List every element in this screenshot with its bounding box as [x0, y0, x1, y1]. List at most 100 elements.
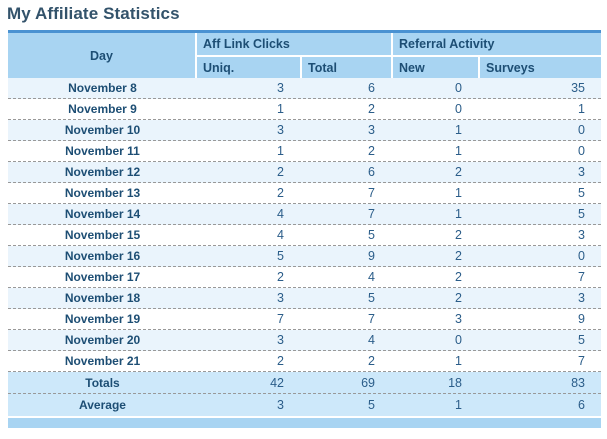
uniq-cell: 3: [277, 333, 284, 347]
table-row: November 16 5 9 2 0: [8, 246, 601, 267]
average-uniq-cell: 3: [277, 398, 284, 412]
new-cell: 1: [455, 207, 462, 221]
surveys-cell: 35: [571, 81, 585, 95]
total-cell: 9: [368, 249, 375, 263]
uniq-cell: 5: [277, 249, 284, 263]
new-cell: 2: [455, 270, 462, 284]
table-row: November 15 4 5 2 3: [8, 225, 601, 246]
total-cell: 3: [368, 123, 375, 137]
new-cell: 2: [455, 249, 462, 263]
average-new-cell: 1: [455, 398, 462, 412]
totals-row: Totals 42 69 18 83: [8, 372, 601, 394]
totals-total-cell: 69: [361, 375, 375, 390]
day-cell: November 20: [64, 333, 141, 347]
uniq-cell: 4: [277, 207, 284, 221]
table-row: November 14 4 7 1 5: [8, 204, 601, 225]
subheader-total: Total: [300, 57, 391, 78]
table-row: November 9 1 2 0 1: [8, 99, 601, 120]
new-cell: 1: [455, 123, 462, 137]
subheader-uniq: Uniq.: [203, 60, 235, 75]
table-row: November 11 1 2 1 0: [8, 141, 601, 162]
new-cell: 0: [455, 102, 462, 116]
uniq-cell: 7: [277, 312, 284, 326]
day-cell: November 19: [64, 312, 141, 326]
new-cell: 1: [455, 144, 462, 158]
new-cell: 2: [455, 291, 462, 305]
totals-uniq-cell: 42: [270, 375, 284, 390]
total-cell: 2: [368, 102, 375, 116]
total-cell: 6: [368, 81, 375, 95]
day-cell: November 16: [64, 249, 141, 263]
table-row: November 21 2 2 1 7: [8, 351, 601, 372]
average-row: Average 3 5 1 6: [8, 394, 601, 416]
uniq-cell: 4: [277, 228, 284, 242]
surveys-cell: 3: [578, 291, 585, 305]
day-cell: November 18: [64, 291, 141, 305]
uniq-cell: 2: [277, 354, 284, 368]
table-row: November 12 2 6 2 3: [8, 162, 601, 183]
surveys-cell: 0: [578, 123, 585, 137]
surveys-cell: 0: [578, 249, 585, 263]
uniq-cell: 2: [277, 270, 284, 284]
subheader-new: New: [391, 57, 478, 78]
table-row: November 13 2 7 1 5: [8, 183, 601, 204]
day-cell: November 21: [64, 354, 141, 368]
total-cell: 4: [368, 333, 375, 347]
uniq-cell: 2: [277, 186, 284, 200]
surveys-cell: 1: [578, 102, 585, 116]
new-cell: 3: [455, 312, 462, 326]
uniq-cell: 2: [277, 165, 284, 179]
uniq-cell: 1: [277, 102, 284, 116]
table-row: November 10 3 3 1 0: [8, 120, 601, 141]
day-cell: November 10: [64, 123, 141, 137]
total-cell: 2: [368, 144, 375, 158]
average-total-cell: 5: [368, 398, 375, 412]
uniq-cell: 3: [277, 123, 284, 137]
average-label: Average: [79, 398, 126, 412]
total-cell: 7: [368, 186, 375, 200]
table-header: Day Aff Link Clicks Referral Activity Un…: [8, 33, 601, 78]
footer-gap: [8, 416, 601, 418]
surveys-cell: 5: [578, 333, 585, 347]
surveys-cell: 0: [578, 144, 585, 158]
table-row: November 8 3 6 0 35: [8, 78, 601, 99]
total-cell: 5: [368, 291, 375, 305]
average-surveys-cell: 6: [578, 398, 585, 412]
new-cell: 1: [455, 186, 462, 200]
totals-new-cell: 18: [448, 375, 462, 390]
total-cell: 2: [368, 354, 375, 368]
day-cell: November 9: [68, 102, 137, 116]
day-cell: November 13: [64, 186, 141, 200]
uniq-cell: 1: [277, 144, 284, 158]
day-cell: November 15: [64, 228, 141, 242]
table-row: November 19 7 7 3 9: [8, 309, 601, 330]
table-footer-bar: [8, 418, 601, 428]
total-cell: 5: [368, 228, 375, 242]
surveys-cell: 5: [578, 186, 585, 200]
table-body: November 8 3 6 0 35 November 9 1 2 0 1 N…: [8, 78, 601, 372]
uniq-cell: 3: [277, 81, 284, 95]
col-group-referral-activity: Referral Activity: [391, 33, 601, 57]
surveys-cell: 9: [578, 312, 585, 326]
uniq-cell: 3: [277, 291, 284, 305]
new-cell: 0: [455, 333, 462, 347]
total-cell: 7: [368, 312, 375, 326]
new-cell: 1: [455, 354, 462, 368]
new-cell: 2: [455, 165, 462, 179]
surveys-cell: 7: [578, 270, 585, 284]
totals-label: Totals: [85, 375, 120, 390]
day-column-header: Day: [8, 33, 197, 78]
surveys-cell: 3: [578, 165, 585, 179]
day-cell: November 12: [64, 165, 141, 179]
table-row: November 20 3 4 0 5: [8, 330, 601, 351]
total-cell: 7: [368, 207, 375, 221]
col-group-aff-link-clicks: Aff Link Clicks: [197, 33, 391, 57]
affiliate-stats-table: Day Aff Link Clicks Referral Activity Un…: [8, 30, 601, 428]
table-row: November 17 2 4 2 7: [8, 267, 601, 288]
new-cell: 0: [455, 81, 462, 95]
surveys-cell: 3: [578, 228, 585, 242]
table-row: November 18 3 5 2 3: [8, 288, 601, 309]
page-title: My Affiliate Statistics: [7, 4, 180, 23]
totals-surveys-cell: 83: [571, 375, 585, 390]
surveys-cell: 7: [578, 354, 585, 368]
